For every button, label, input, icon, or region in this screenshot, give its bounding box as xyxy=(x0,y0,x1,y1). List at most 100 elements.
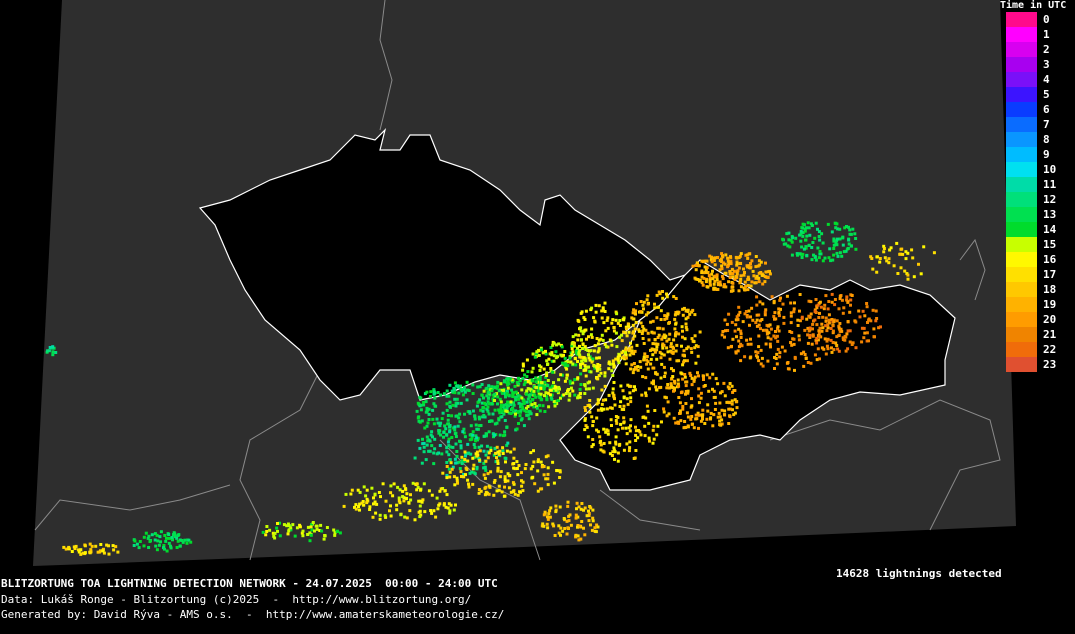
lightning-strike xyxy=(453,483,457,487)
lightning-strike xyxy=(749,342,753,346)
lightning-strike xyxy=(633,365,637,369)
lightning-strike xyxy=(358,508,361,512)
lightning-strike xyxy=(488,393,492,397)
lightning-strike xyxy=(763,280,767,284)
lightning-strike xyxy=(539,384,543,388)
lightning-strike xyxy=(181,540,185,544)
lightning-strike xyxy=(503,475,507,479)
lightning-strike xyxy=(838,297,842,301)
lightning-strike xyxy=(622,355,626,359)
lightning-strike xyxy=(681,407,685,411)
lightning-strike xyxy=(694,413,698,417)
lightning-strike xyxy=(580,359,584,363)
lightning-strike xyxy=(599,371,603,375)
lightning-strike xyxy=(614,442,618,446)
lightning-strike xyxy=(808,333,812,337)
lightning-strike xyxy=(590,415,594,419)
lightning-strike xyxy=(468,411,472,415)
lightning-strike xyxy=(475,436,479,440)
lightning-strike xyxy=(147,546,151,549)
lightning-strike xyxy=(741,320,745,324)
lightning-strike xyxy=(713,274,717,278)
lightning-strike xyxy=(448,404,452,408)
lightning-strike xyxy=(436,507,440,511)
lightning-strike xyxy=(448,458,452,462)
lightning-strike xyxy=(662,333,666,337)
lightning-strike xyxy=(582,358,586,362)
lightning-strike xyxy=(301,534,305,538)
lightning-strike xyxy=(838,322,842,325)
lightning-strike xyxy=(670,350,674,354)
lightning-strike xyxy=(610,406,614,410)
lightning-strike xyxy=(624,362,628,366)
lightning-strike xyxy=(576,534,580,538)
lightning-strike xyxy=(429,509,433,512)
lightning-strike xyxy=(792,337,796,341)
lightning-strike xyxy=(766,270,770,274)
lightning-strike xyxy=(371,515,375,519)
lightning-strike xyxy=(805,226,808,230)
lightning-strike xyxy=(598,441,602,444)
lightning-strike xyxy=(870,257,874,260)
lightning-strike xyxy=(579,363,582,366)
lightning-strike xyxy=(427,449,431,453)
lightning-strike xyxy=(727,312,731,316)
lightning-strike xyxy=(910,248,914,252)
lightning-strike xyxy=(660,420,663,424)
lightning-strike xyxy=(811,241,815,244)
lightning-strike xyxy=(446,418,450,422)
lightning-strike xyxy=(416,416,420,420)
lightning-strike xyxy=(576,338,580,342)
lightning-strike xyxy=(428,394,432,398)
lightning-strike xyxy=(503,430,507,434)
lightning-strike xyxy=(688,371,692,375)
lightning-strike xyxy=(314,524,318,528)
lightning-strike xyxy=(508,377,512,381)
lightning-strike xyxy=(760,356,764,360)
lightning-strike xyxy=(838,237,842,241)
lightning-strike xyxy=(665,339,669,343)
lightning-strike xyxy=(817,331,821,335)
legend-item: 4 xyxy=(1006,72,1066,87)
lightning-strike xyxy=(526,387,530,391)
lightning-strike xyxy=(471,433,475,437)
lightning-strike xyxy=(574,363,578,367)
lightning-strike xyxy=(550,384,554,388)
lightning-strike xyxy=(674,349,678,353)
lightning-strike xyxy=(475,454,479,458)
lightning-strike xyxy=(484,387,488,391)
legend-item: 11 xyxy=(1006,177,1066,192)
lightning-strike xyxy=(730,320,734,324)
legend-swatch xyxy=(1006,132,1037,147)
lightning-strike xyxy=(768,342,772,346)
lightning-strike xyxy=(590,306,594,310)
lightning-strike xyxy=(694,264,698,267)
lightning-strike xyxy=(552,354,556,358)
lightning-strike xyxy=(401,495,405,499)
lightning-strike xyxy=(746,275,750,279)
lightning-strike xyxy=(308,539,312,543)
lightning-strike xyxy=(77,550,81,554)
lightning-strike xyxy=(600,388,604,392)
lightning-strike xyxy=(484,402,488,406)
lightning-strike xyxy=(537,387,541,391)
czech-republic xyxy=(198,128,687,401)
lightning-strike xyxy=(539,346,543,350)
lightning-strike xyxy=(885,259,889,263)
lightning-strike xyxy=(584,368,588,372)
lightning-strike xyxy=(776,325,780,329)
lightning-strike xyxy=(659,376,663,380)
lightning-strike xyxy=(544,455,548,459)
lightning-strike xyxy=(726,400,730,404)
lightning-strike xyxy=(705,417,709,421)
lightning-strike xyxy=(501,446,505,450)
lightning-strike xyxy=(624,353,628,357)
lightning-strike xyxy=(562,517,566,520)
legend-swatch xyxy=(1006,57,1037,72)
lightning-strike xyxy=(778,351,782,355)
lightning-strike xyxy=(484,459,488,463)
lightning-strike xyxy=(559,396,562,400)
lightning-strike xyxy=(447,422,450,426)
lightning-strike xyxy=(720,408,724,412)
lightning-strike xyxy=(620,339,624,343)
